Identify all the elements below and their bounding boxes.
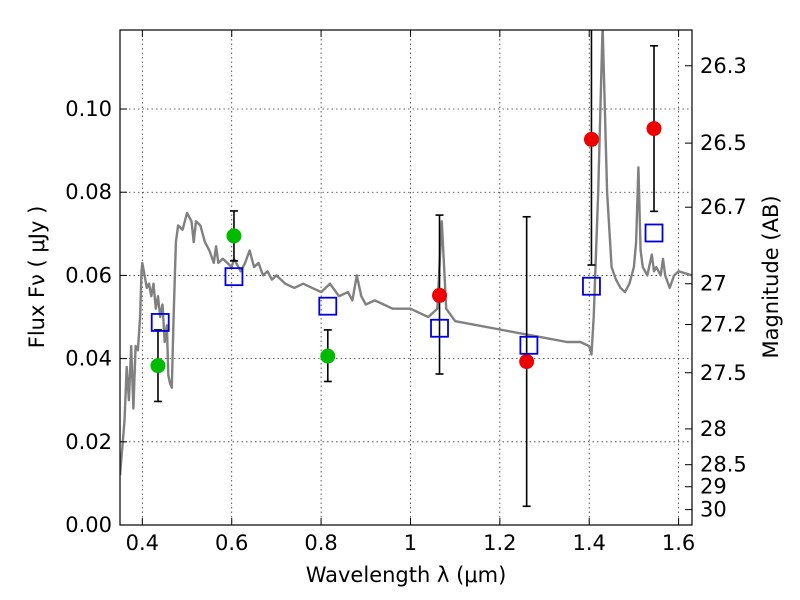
y-tick-label: 0.06 bbox=[65, 263, 112, 287]
right-tick-label: 27.2 bbox=[700, 313, 747, 337]
data-point bbox=[226, 228, 242, 244]
model-point bbox=[582, 276, 601, 296]
data-point bbox=[432, 287, 448, 303]
data-point bbox=[150, 358, 166, 374]
x-tick-label: 0.6 bbox=[215, 531, 248, 555]
y-tick-label: 0.10 bbox=[65, 97, 112, 121]
x-tick-label: 1.6 bbox=[662, 531, 695, 555]
y-tick-label: 0.04 bbox=[65, 347, 112, 371]
right-tick-label: 26.5 bbox=[700, 131, 747, 155]
x-axis-label: Wavelength λ (μm) bbox=[306, 563, 507, 587]
x-tick-label: 1.2 bbox=[483, 531, 516, 555]
right-tick-label: 28 bbox=[700, 417, 727, 441]
model-point bbox=[519, 335, 539, 355]
right-tick-label: 29 bbox=[700, 475, 727, 499]
y-tick-label: 0.00 bbox=[65, 513, 112, 537]
x-tick-label: 0.8 bbox=[304, 531, 337, 555]
grid bbox=[120, 30, 692, 526]
data-point bbox=[583, 131, 599, 147]
model-point bbox=[150, 313, 170, 332]
y-axis-ticks: 0.00 0.02 0.04 0.06 0.08 0.10 bbox=[65, 97, 127, 537]
right-tick-label: 26.3 bbox=[700, 54, 747, 78]
x-tick-label: 1 bbox=[404, 531, 417, 555]
right-tick-label: 27 bbox=[700, 272, 727, 296]
x-tick-label: 1.4 bbox=[573, 531, 606, 555]
model-point bbox=[224, 267, 244, 287]
spectrum-line bbox=[120, 30, 692, 476]
x-tick-label: 0.4 bbox=[126, 531, 159, 555]
data-point bbox=[320, 348, 336, 364]
model-point bbox=[644, 223, 664, 243]
right-tick-label: 30 bbox=[700, 498, 727, 522]
y-tick-label: 0.02 bbox=[65, 430, 112, 454]
right-tick-label: 28.5 bbox=[700, 453, 747, 477]
y-tick-label: 0.08 bbox=[65, 180, 112, 204]
x-axis-ticks: 0.4 0.6 0.8 1 1.2 1.4 1.6 bbox=[126, 30, 695, 555]
model-point bbox=[430, 318, 449, 338]
spectrum bbox=[120, 30, 692, 476]
plot-frame bbox=[119, 29, 693, 526]
data-point bbox=[519, 354, 535, 370]
right-tick-label: 26.7 bbox=[700, 195, 747, 219]
right-axis-label: Magnitude (AB) bbox=[759, 195, 783, 358]
data-points bbox=[150, 121, 664, 374]
right-tick-label: 27.5 bbox=[700, 361, 747, 385]
data-point bbox=[646, 121, 662, 137]
y-axis-label: Flux Fν ( μJy ) bbox=[25, 206, 49, 349]
model-point bbox=[318, 296, 338, 316]
